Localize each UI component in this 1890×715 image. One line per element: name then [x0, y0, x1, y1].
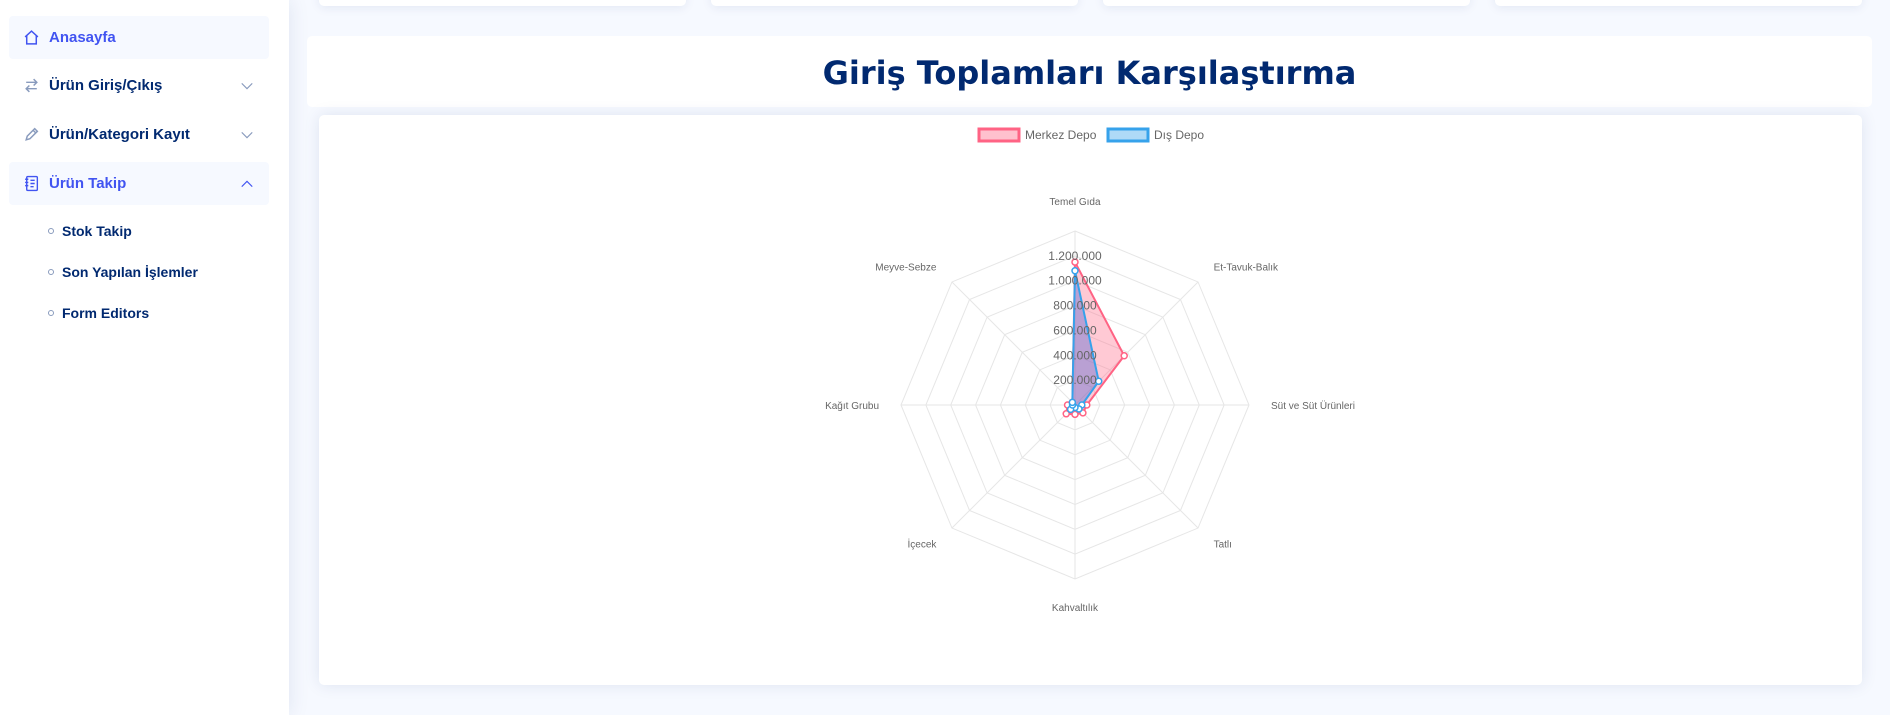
category-label: Temel Gıda — [1049, 197, 1101, 208]
tick-label: 1.000.000 — [1048, 274, 1102, 288]
summary-card — [319, 0, 686, 6]
category-label: Tatlı — [1214, 540, 1232, 551]
category-label: Kahvaltılık — [1052, 603, 1099, 614]
category-label: Meyve-Sebze — [875, 262, 937, 273]
nav-item-urun-kategori-kayit[interactable]: Ürün/Kategori Kayıt — [9, 113, 269, 156]
angle-line — [1074, 404, 1199, 529]
circle-icon — [48, 269, 54, 275]
legend-swatch — [1106, 127, 1150, 143]
data-point — [1120, 352, 1128, 360]
data-point — [1071, 267, 1079, 275]
pencil-icon — [22, 125, 40, 143]
chevron-down-icon[interactable] — [240, 79, 254, 93]
subnav-item-label: Stok Takip — [62, 223, 132, 239]
legend-label: Dış Depo — [1154, 128, 1204, 142]
legend-label: Merkez Depo — [1025, 128, 1097, 142]
nav-item-label: Ürün Takip — [49, 175, 127, 192]
nav-item-urun-giris-cikis[interactable]: Ürün Giriş/Çıkış — [9, 64, 269, 107]
angle-line — [951, 281, 1076, 406]
circle-icon — [48, 228, 54, 234]
category-label: Et-Tavuk-Balık — [1214, 262, 1279, 273]
subnav-item-stok-takip[interactable]: Stok Takip — [48, 223, 132, 239]
tick-label: 200.000 — [1053, 373, 1097, 387]
data-point — [1071, 410, 1079, 419]
tick-label: 800.000 — [1053, 299, 1097, 313]
nav-item-label: Ürün/Kategori Kayıt — [49, 126, 190, 143]
circle-icon — [48, 310, 54, 316]
arrows-left-right-icon — [22, 76, 40, 94]
data-point — [1068, 398, 1077, 407]
tick-label: 1.200.000 — [1048, 249, 1102, 263]
summary-card — [1495, 0, 1862, 6]
nav-item-anasayfa[interactable]: Anasayfa — [9, 16, 269, 59]
summary-card — [711, 0, 1078, 6]
nav-item-label: Ürün Giriş/Çıkış — [49, 77, 163, 94]
subnav-item-label: Son Yapılan İşlemler — [62, 264, 198, 280]
category-label: Süt ve Süt Ürünleri — [1271, 400, 1355, 412]
page-title: Giriş Toplamları Karşılaştırma — [822, 54, 1357, 92]
title-card: Giriş Toplamları Karşılaştırma — [307, 36, 1872, 107]
legend-swatch — [977, 127, 1021, 143]
data-point — [1062, 410, 1070, 418]
journal-icon — [22, 174, 40, 192]
data-point — [1094, 377, 1103, 386]
tick-label: 400.000 — [1053, 348, 1097, 362]
subnav-item-son-yapilan-islemler[interactable]: Son Yapılan İşlemler — [48, 264, 198, 280]
chart-card: 200.000 400.000 600.000 800.000 1.000.000 1.2… — [319, 115, 1862, 685]
subnav-item-form-editors[interactable]: Form Editors — [48, 305, 149, 321]
summary-card — [1103, 0, 1470, 6]
nav-item-label: Anasayfa — [49, 29, 116, 46]
nav-item-urun-takip[interactable]: Ürün Takip — [9, 162, 269, 205]
category-label: İçecek — [908, 538, 938, 551]
home-icon — [22, 28, 40, 46]
angle-line — [951, 404, 1076, 529]
tick-label: 600.000 — [1053, 323, 1097, 337]
subnav-item-label: Form Editors — [62, 305, 150, 321]
data-point — [1071, 258, 1079, 266]
sidebar: Anasayfa Ürün Giriş/Çıkış Ürün/Kategori … — [0, 0, 289, 715]
chevron-up-icon[interactable] — [240, 177, 254, 191]
chevron-down-icon[interactable] — [240, 128, 254, 142]
radar-chart: 200.000 400.000 600.000 800.000 1.000.000 1.2… — [825, 127, 1355, 614]
category-label: Kağıt Grubu — [825, 401, 879, 412]
